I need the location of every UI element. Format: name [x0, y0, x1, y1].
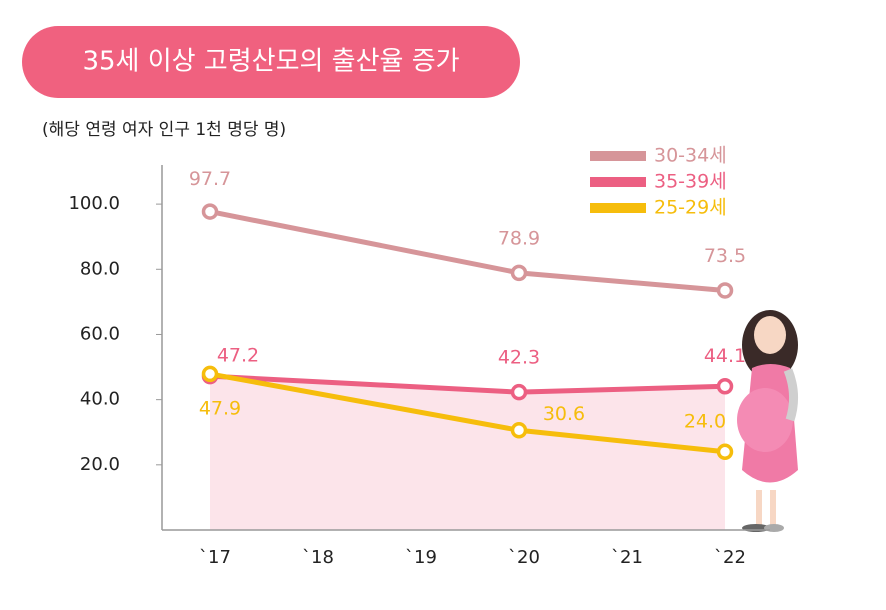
x-tick-label: `17 — [199, 547, 231, 568]
title-pill — [22, 26, 520, 98]
point — [201, 203, 219, 220]
illustration — [737, 310, 798, 532]
point — [716, 443, 734, 461]
y-tick-label: 100.0 — [68, 193, 120, 214]
legend-label: 25-29세 — [654, 197, 727, 219]
point — [716, 282, 734, 299]
legend-label: 30-34세 — [654, 145, 727, 167]
data-label: 30.6 — [543, 403, 585, 425]
point — [716, 378, 734, 395]
x-tick-label: `21 — [611, 547, 643, 568]
line — [209, 209, 726, 293]
x-tick-label: `22 — [714, 547, 746, 568]
point — [510, 383, 528, 401]
y-tick-label: 60.0 — [80, 323, 120, 344]
data-label: 97.7 — [189, 168, 231, 190]
data-label: 44.1 — [704, 345, 746, 367]
data-label: 24.0 — [684, 410, 726, 432]
legend-swatch — [590, 151, 646, 161]
y-tick-label: 80.0 — [80, 258, 120, 279]
point — [510, 422, 528, 439]
y-tick-label: 20.0 — [80, 454, 120, 475]
point — [510, 264, 528, 282]
data-label: 47.9 — [199, 397, 241, 419]
y-tick-label: 40.0 — [80, 389, 120, 410]
x-tick-label: `19 — [405, 547, 437, 568]
area — [210, 376, 725, 530]
data-label: 47.2 — [217, 345, 259, 367]
chart-subtitle: (해당 연령 여자 인구 1천 명당 명) — [42, 120, 286, 140]
legend-label: 35-39세 — [654, 171, 727, 193]
data-label: 78.9 — [498, 227, 540, 249]
chart-title: 35세 이상 고령산모의 출산율 증가 — [82, 47, 459, 77]
data-label: 42.3 — [498, 347, 540, 369]
x-tick-label: `18 — [302, 547, 334, 568]
point — [201, 365, 219, 383]
legend-swatch — [590, 203, 646, 213]
x-tick-label: `20 — [508, 547, 540, 568]
legend-swatch — [590, 177, 646, 187]
data-label: 73.5 — [704, 245, 746, 267]
